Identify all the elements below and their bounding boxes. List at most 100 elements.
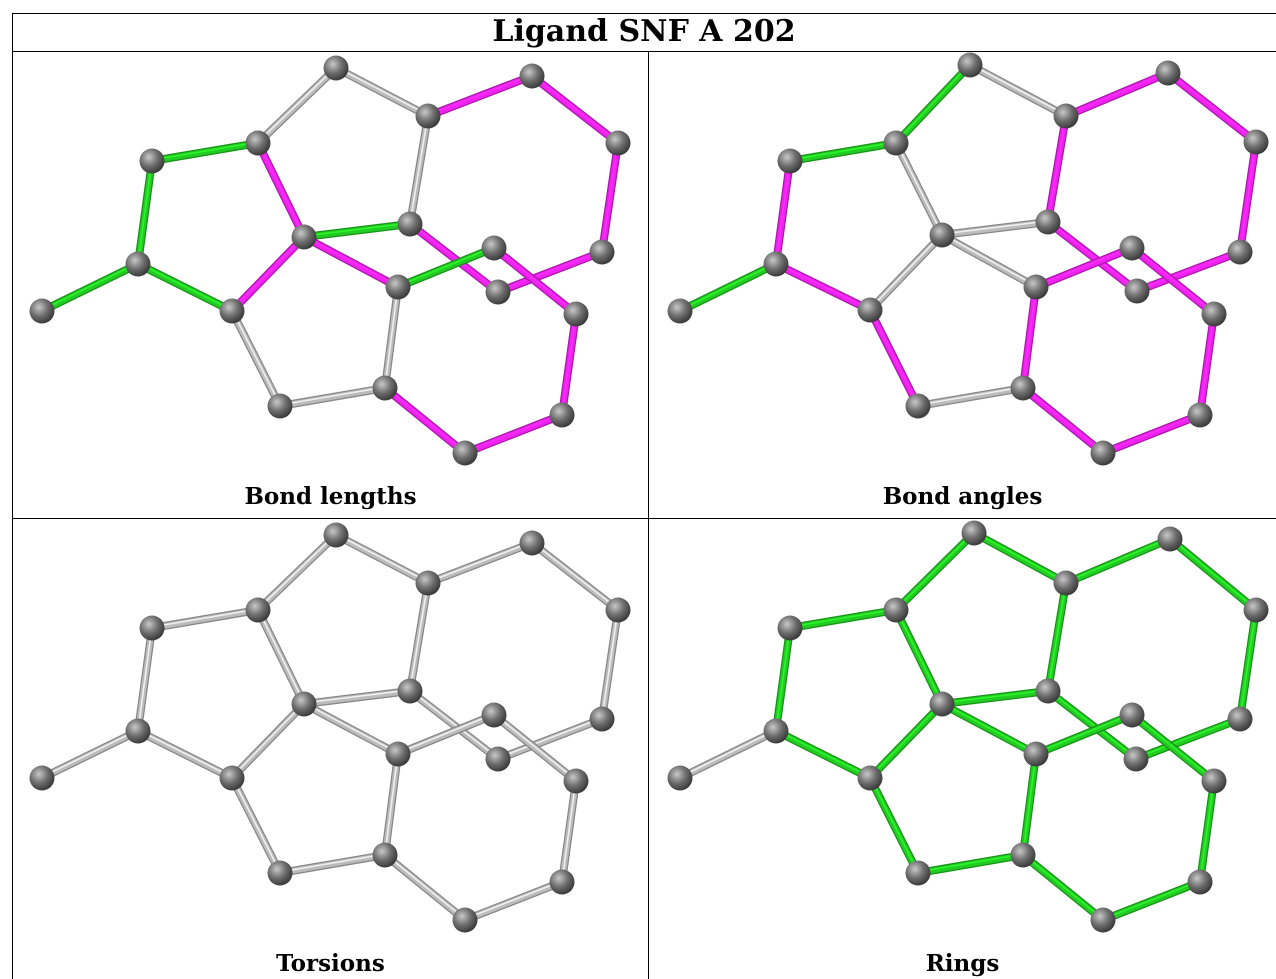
atom-a6 xyxy=(485,279,511,305)
bond-b13 xyxy=(892,606,946,708)
bond-b24 xyxy=(1019,384,1107,457)
atom-a12 xyxy=(29,765,55,791)
bond-b16 xyxy=(938,700,1040,758)
atom-a3 xyxy=(519,530,545,556)
bond-b14 xyxy=(228,700,308,782)
bond-b14 xyxy=(866,700,946,782)
bond-b23 xyxy=(1099,411,1204,457)
bond-b17 xyxy=(228,307,284,410)
bond-b1 xyxy=(966,61,1070,120)
bond-b9 xyxy=(786,139,900,165)
bond-b15 xyxy=(300,687,414,708)
atom-a18 xyxy=(563,768,589,794)
bond-b19 xyxy=(1019,283,1040,392)
atom-a6 xyxy=(1123,746,1149,772)
bond-b8 xyxy=(254,64,340,147)
bond-b15 xyxy=(300,220,414,241)
bond-b18 xyxy=(276,384,389,410)
bond-b11 xyxy=(676,727,780,782)
molecule-diagram-rings xyxy=(667,520,1269,933)
atom-a6 xyxy=(1124,278,1150,304)
atom-a18 xyxy=(1201,301,1227,327)
atom-a16 xyxy=(1023,274,1049,300)
bond-b7 xyxy=(406,112,432,228)
bond-b3 xyxy=(1166,535,1260,614)
bond-b4 xyxy=(1236,606,1260,723)
bond-b10 xyxy=(772,624,794,735)
atom-a5 xyxy=(1227,239,1253,265)
atom-a2 xyxy=(415,570,441,596)
bond-b19 xyxy=(381,750,402,859)
bond-b24 xyxy=(1019,851,1107,924)
molecule-diagram-torsions xyxy=(29,522,631,933)
atom-a13 xyxy=(219,298,245,324)
atom-a9 xyxy=(245,130,271,156)
bond-b8 xyxy=(892,529,978,614)
caption-torsions: Torsions xyxy=(276,950,385,977)
atom-a9 xyxy=(883,597,909,623)
atom-a1 xyxy=(961,520,987,546)
atom-a4 xyxy=(605,597,631,623)
atom-a2 xyxy=(1053,570,1079,596)
atom-a15 xyxy=(1010,842,1036,868)
bond-b20 xyxy=(1032,711,1136,758)
bond-b3 xyxy=(528,539,622,614)
atom-a13 xyxy=(857,765,883,791)
bond-b7 xyxy=(1044,112,1070,226)
bond-b5 xyxy=(494,248,606,296)
bond-b17 xyxy=(866,306,922,410)
caption-rings: Rings xyxy=(925,950,1000,977)
atom-a20 xyxy=(1090,440,1116,466)
bond-b4 xyxy=(598,139,622,256)
panel-rings: Rings xyxy=(649,519,1276,979)
atom-a15 xyxy=(372,842,398,868)
atom-a17 xyxy=(1119,235,1145,261)
bond-b12 xyxy=(772,727,874,782)
bond-b16 xyxy=(938,231,1040,291)
bond-b9 xyxy=(148,139,262,165)
atom-a5 xyxy=(1227,706,1253,732)
atom-a18 xyxy=(563,301,589,327)
bond-b6 xyxy=(1044,218,1141,295)
bond-b12 xyxy=(134,260,236,315)
atom-a15 xyxy=(372,375,398,401)
bond-b16 xyxy=(300,700,402,758)
atom-a11 xyxy=(763,251,789,277)
bond-b1 xyxy=(332,531,432,587)
bond-b9 xyxy=(786,606,900,632)
bond-b13 xyxy=(254,139,308,241)
bond-b19 xyxy=(381,283,402,392)
atom-a19 xyxy=(549,402,575,428)
atom-a2 xyxy=(1053,103,1079,129)
caption-bond-angles: Bond angles xyxy=(882,483,1043,510)
atom-a7 xyxy=(397,678,423,704)
bond-b19 xyxy=(1019,750,1040,859)
bond-b17 xyxy=(866,774,922,877)
molecule-diagram-bond-lengths xyxy=(29,55,631,466)
atom-a19 xyxy=(1187,869,1213,895)
atom-a16 xyxy=(385,741,411,767)
bond-b7 xyxy=(1044,579,1070,695)
bond-b11 xyxy=(676,260,780,315)
atom-a8 xyxy=(929,222,955,248)
atom-a11 xyxy=(125,251,151,277)
atom-a15 xyxy=(1010,375,1036,401)
caption-bond-lengths: Bond lengths xyxy=(244,483,417,510)
bond-b18 xyxy=(914,384,1027,410)
bond-b16 xyxy=(300,233,402,291)
bond-b14 xyxy=(866,231,946,314)
bond-b22 xyxy=(1196,777,1218,886)
atom-a16 xyxy=(385,274,411,300)
bond-b23 xyxy=(461,411,566,457)
atom-a4 xyxy=(605,130,631,156)
atom-a10 xyxy=(139,148,165,174)
panel-bond-angles: Bond angles xyxy=(649,52,1276,518)
atom-a11 xyxy=(125,718,151,744)
bond-b10 xyxy=(134,157,156,268)
bond-b18 xyxy=(276,851,389,877)
bond-b21 xyxy=(1128,711,1218,785)
bond-b12 xyxy=(772,260,874,314)
atom-a10 xyxy=(139,615,165,641)
bond-b8 xyxy=(892,61,974,147)
